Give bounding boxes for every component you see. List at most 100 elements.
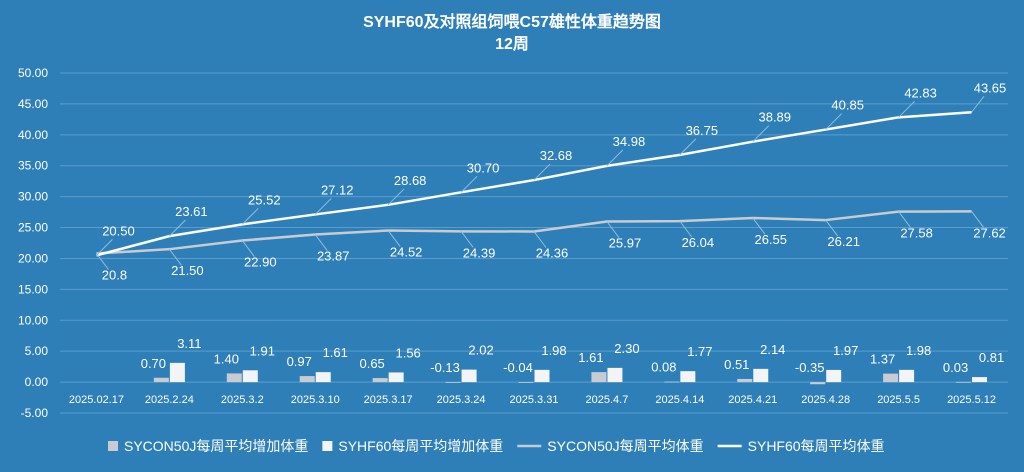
y-tick-label: 30.00 bbox=[18, 190, 48, 204]
y-tick-label: 40.00 bbox=[18, 128, 48, 142]
bar bbox=[153, 377, 169, 383]
data-label: 1.98 bbox=[906, 343, 931, 358]
leader-line bbox=[898, 211, 912, 228]
x-tick-label: 2025.3.31 bbox=[510, 394, 559, 406]
data-label: 0.51 bbox=[724, 357, 749, 372]
bar bbox=[461, 369, 477, 383]
bar-layer bbox=[153, 362, 988, 385]
bar bbox=[680, 371, 696, 383]
data-label: 24.52 bbox=[390, 245, 423, 260]
bar bbox=[518, 382, 534, 383]
data-label: 24.36 bbox=[536, 246, 569, 261]
x-tick-label: 2025.3.24 bbox=[437, 394, 486, 406]
legend-swatch bbox=[108, 441, 118, 451]
leader-line bbox=[533, 231, 547, 248]
data-label: 3.11 bbox=[177, 336, 201, 351]
data-label: 1.56 bbox=[395, 345, 420, 360]
data-label: -0.04 bbox=[503, 360, 533, 375]
y-tick-label: 10.00 bbox=[18, 313, 48, 327]
data-label: 32.68 bbox=[540, 148, 573, 163]
data-label: 23.61 bbox=[175, 204, 208, 219]
y-tick-label: 0.00 bbox=[25, 375, 49, 389]
x-tick-label: 2025.4.14 bbox=[655, 394, 704, 406]
y-tick-label: 35.00 bbox=[18, 159, 48, 173]
bar bbox=[372, 378, 388, 383]
y-tick-label: 45.00 bbox=[18, 97, 48, 111]
data-label: 27.62 bbox=[973, 225, 1006, 240]
legend-label: SYHF60每周平均增加体重 bbox=[338, 438, 503, 454]
leader-line bbox=[241, 207, 259, 225]
x-tick-label: 2025.4.21 bbox=[728, 394, 777, 406]
bar bbox=[226, 373, 242, 383]
chart-title: SYHF60及对照组饲喂C57雄性体重趋势图 bbox=[363, 12, 661, 31]
bar bbox=[242, 370, 258, 383]
x-tick-label: 2025.5.12 bbox=[947, 394, 996, 406]
leader-line bbox=[168, 248, 182, 266]
bar bbox=[445, 382, 461, 383]
data-label: 2.02 bbox=[468, 343, 493, 358]
legend: SYCON50J每周平均增加体重 SYHF60每周平均增加体重 SYCON50J每周… bbox=[108, 438, 885, 454]
data-label: 27.12 bbox=[321, 182, 354, 197]
bar bbox=[534, 369, 550, 383]
leader-line bbox=[752, 125, 770, 143]
bar bbox=[299, 376, 315, 383]
data-label: 26.21 bbox=[827, 234, 860, 249]
legend-swatch bbox=[322, 441, 333, 451]
leader-line bbox=[971, 211, 984, 228]
leader-line bbox=[460, 231, 474, 248]
leader-line bbox=[825, 219, 839, 237]
data-label: 2.14 bbox=[760, 342, 785, 357]
leader-line bbox=[387, 188, 405, 206]
data-label: 2.30 bbox=[614, 341, 639, 356]
y-tick-label: 15.00 bbox=[18, 282, 48, 296]
data-label: 21.50 bbox=[171, 263, 204, 278]
data-label: 20.50 bbox=[102, 223, 135, 238]
bar bbox=[972, 377, 988, 383]
leader-line bbox=[606, 149, 624, 167]
bar bbox=[591, 372, 607, 383]
leader-line bbox=[533, 163, 551, 181]
data-label: 27.58 bbox=[900, 226, 933, 241]
data-label: 1.91 bbox=[250, 343, 275, 358]
data-label: 38.89 bbox=[758, 110, 791, 125]
leader-line bbox=[96, 253, 109, 270]
bar bbox=[315, 372, 331, 383]
bar bbox=[664, 381, 680, 383]
y-tick-label: -5.00 bbox=[21, 406, 49, 420]
data-label: 26.55 bbox=[754, 232, 787, 247]
data-label: 25.52 bbox=[248, 192, 281, 207]
data-label: 40.85 bbox=[831, 98, 864, 113]
x-tick-label: 2025.3.2 bbox=[221, 394, 264, 406]
leader-line bbox=[971, 95, 985, 113]
leader-line bbox=[679, 138, 697, 156]
bar bbox=[810, 382, 826, 385]
x-tick-label: 2025.02.17 bbox=[69, 394, 124, 406]
leader-line bbox=[606, 221, 620, 238]
data-label: 24.39 bbox=[463, 245, 496, 260]
leader-line bbox=[898, 100, 915, 118]
data-label: 26.04 bbox=[682, 235, 715, 250]
data-label: 1.98 bbox=[541, 343, 566, 358]
leader-line bbox=[314, 198, 332, 215]
data-label: 30.70 bbox=[467, 160, 500, 175]
data-label: 1.61 bbox=[323, 345, 348, 360]
data-label: -0.35 bbox=[795, 360, 825, 375]
data-label: 34.98 bbox=[613, 134, 646, 149]
legend-label: SYHF60每周平均体重 bbox=[748, 438, 885, 454]
leader-line bbox=[387, 230, 401, 247]
data-label: 1.97 bbox=[833, 343, 858, 358]
data-label: 1.77 bbox=[687, 344, 712, 359]
leader-line bbox=[752, 217, 766, 235]
leader-line bbox=[314, 234, 328, 251]
x-tick-label: 2025.4.28 bbox=[801, 394, 850, 406]
bar bbox=[883, 373, 899, 383]
leader-line bbox=[825, 113, 843, 130]
x-tick-label: 2025.2.24 bbox=[145, 394, 194, 406]
y-tick-label: 20.00 bbox=[18, 251, 48, 265]
data-label: 28.68 bbox=[394, 173, 427, 188]
legend-label: SYCON50J每周平均体重 bbox=[547, 438, 703, 454]
leader-line bbox=[460, 175, 478, 193]
x-tick-label: 2025.5.5 bbox=[877, 394, 920, 406]
